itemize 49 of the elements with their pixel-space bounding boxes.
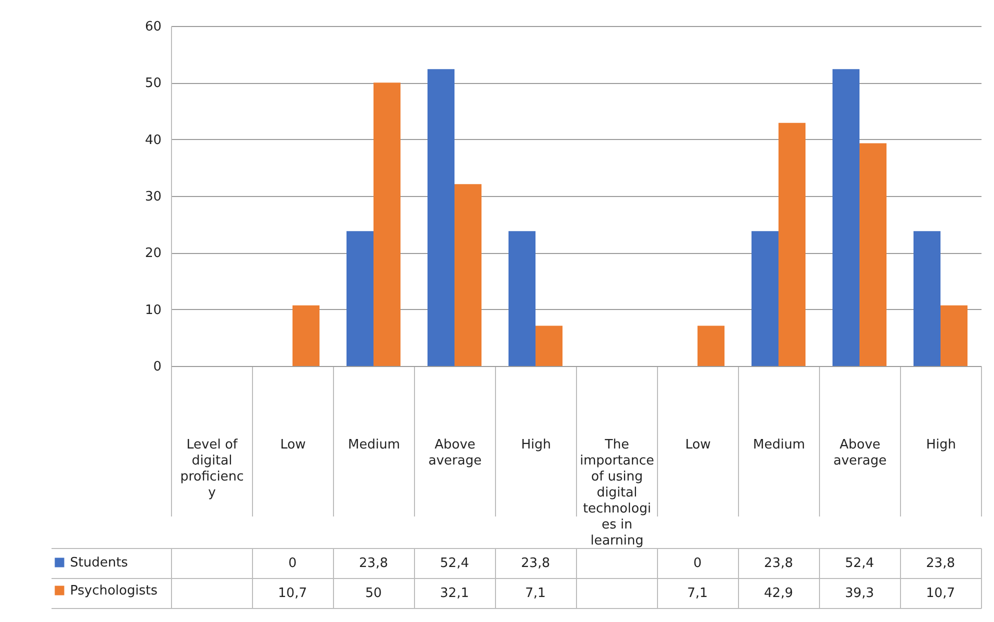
bar	[940, 305, 968, 366]
y-tick-label: 20	[144, 246, 162, 262]
data-label: 23,8	[764, 556, 793, 571]
bar	[292, 305, 320, 366]
x-tick-label: The importance of using digital technologies in learning	[580, 438, 654, 548]
data-label: 7,1	[687, 586, 708, 601]
data-label: 23,8	[359, 556, 388, 571]
x-tick-label: Above average	[833, 438, 887, 468]
bar	[698, 326, 724, 366]
data-label: 23,8	[521, 556, 550, 571]
y-tick-label: 10	[144, 302, 162, 318]
y-tick-label: 0	[153, 360, 162, 374]
data-label: 0	[693, 556, 702, 571]
bar	[778, 122, 806, 366]
x-tick-label: Level of digital proficiency	[180, 438, 244, 500]
y-tick-label: 40	[144, 132, 162, 148]
data-label: 10,7	[278, 586, 307, 601]
x-tick-label: Medium	[753, 438, 805, 452]
bar	[428, 69, 454, 366]
bar	[860, 143, 886, 366]
data-label: 0	[288, 556, 297, 571]
data-label: 32,1	[440, 586, 469, 601]
bar	[752, 231, 778, 366]
bar	[914, 231, 940, 366]
bar	[536, 326, 562, 366]
data-label: 52,4	[845, 556, 874, 571]
data-label: 7,1	[525, 586, 546, 601]
data-label: 50	[365, 586, 382, 601]
x-tick-label: High	[926, 438, 956, 452]
x-tick-label: Medium	[348, 438, 400, 452]
bar	[374, 82, 400, 366]
x-tick-label: Low	[280, 438, 306, 452]
data-label: 52,4	[440, 556, 469, 571]
x-tick-label: High	[521, 438, 551, 452]
y-tick-label: 30	[144, 190, 162, 204]
data-label: 39,3	[845, 586, 874, 601]
y-tick-label: 50	[144, 76, 162, 92]
bar	[508, 231, 536, 366]
legend-label: Students	[70, 556, 128, 570]
data-label: 23,8	[926, 556, 955, 571]
bar	[454, 184, 482, 366]
y-tick-label: 60	[144, 20, 162, 34]
data-label: 42,9	[764, 586, 793, 601]
data-label: 10,7	[926, 586, 955, 601]
x-tick-label: Above average	[428, 438, 482, 468]
legend-label: Psychologists	[70, 584, 158, 598]
bar	[832, 69, 860, 366]
x-tick-label: Low	[685, 438, 712, 452]
bar	[346, 231, 374, 366]
